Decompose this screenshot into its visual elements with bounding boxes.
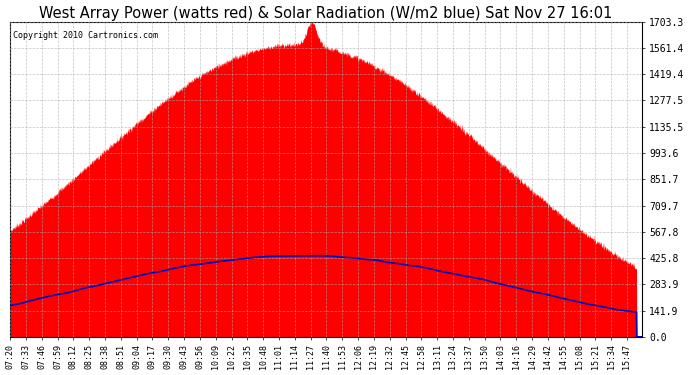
Text: Copyright 2010 Cartronics.com: Copyright 2010 Cartronics.com [13, 31, 158, 40]
Title: West Array Power (watts red) & Solar Radiation (W/m2 blue) Sat Nov 27 16:01: West Array Power (watts red) & Solar Rad… [39, 6, 613, 21]
